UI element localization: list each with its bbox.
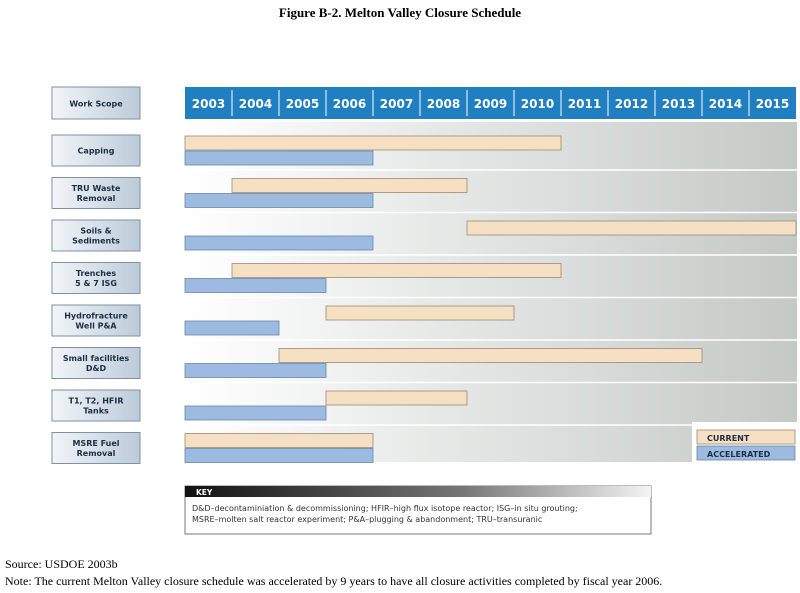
work-scope-header-box xyxy=(51,86,141,120)
year-label: 2007 xyxy=(380,97,413,111)
legend-accelerated-label: ACCELERATED xyxy=(707,450,771,459)
year-label: 2008 xyxy=(427,97,460,111)
current-bar xyxy=(184,135,562,151)
accelerated-bar xyxy=(184,405,327,421)
task-label-box xyxy=(51,262,141,294)
task-label: Sediments xyxy=(72,237,120,246)
task-label: Removal xyxy=(77,449,116,458)
current-bar xyxy=(466,220,797,236)
year-label: 2010 xyxy=(521,97,554,111)
work-scope-header: Work Scope xyxy=(69,100,123,109)
current-bar xyxy=(231,263,562,278)
current-bar xyxy=(184,433,374,448)
legend-current-swatch xyxy=(696,429,796,445)
key-title: KEY xyxy=(196,488,213,497)
task-label-box xyxy=(51,177,141,209)
year-label: 2003 xyxy=(192,97,225,111)
accelerated-bar xyxy=(184,448,374,463)
legend-current-label: CURRENT xyxy=(707,434,750,443)
task-label: Hydrofracture xyxy=(64,312,128,321)
schedule-chart: Work Scope 2003 2004 2005 2006 2007 2008 2009 20… xyxy=(51,86,797,535)
current-bar xyxy=(278,348,703,363)
task-label-box xyxy=(51,347,141,379)
year-label: 2006 xyxy=(333,97,366,111)
accelerated-bar xyxy=(184,150,374,166)
accelerated-bar xyxy=(184,363,327,378)
task-label-box xyxy=(51,134,141,167)
task-label: Tanks xyxy=(83,407,109,416)
key-line-2: MSRE–molten salt reactor experiment; P&A… xyxy=(192,515,542,524)
key-line-1: D&D–decontaminiation & decommissioning; … xyxy=(192,504,578,513)
task-label: Soils & xyxy=(80,227,111,236)
current-bar xyxy=(325,390,468,406)
task-label: 5 & 7 ISG xyxy=(75,279,117,288)
task-label: Capping xyxy=(78,147,115,156)
accelerated-bar xyxy=(184,235,374,251)
year-label: 2004 xyxy=(239,97,272,111)
task-label: TRU Waste xyxy=(72,184,121,193)
task-label-box xyxy=(51,389,141,422)
year-label: 2005 xyxy=(286,97,319,111)
task-label-box xyxy=(51,304,141,337)
task-label: Trenches xyxy=(76,269,117,278)
year-label: 2012 xyxy=(615,97,648,111)
task-label: MSRE Fuel xyxy=(72,439,119,448)
task-label: Well P&A xyxy=(75,322,117,331)
year-label: 2011 xyxy=(568,97,601,111)
year-label: 2015 xyxy=(756,97,789,111)
figure-title: Figure B-2. Melton Valley Closure Schedu… xyxy=(278,5,522,20)
year-label: 2013 xyxy=(662,97,695,111)
source-note: Source: USDOE 2003b xyxy=(5,557,118,571)
accelerated-bar xyxy=(184,193,374,208)
accelerated-bar xyxy=(184,320,280,336)
current-bar xyxy=(325,305,515,321)
accelerated-bar xyxy=(184,278,327,293)
task-label: D&D xyxy=(86,364,107,373)
task-label: Small facilities xyxy=(63,354,130,363)
year-label: 2014 xyxy=(709,97,742,111)
legend-accelerated-swatch xyxy=(696,445,796,461)
current-bar xyxy=(231,178,468,193)
year-label: 2009 xyxy=(474,97,507,111)
closure-note: Note: The current Melton Valley closure … xyxy=(5,574,663,588)
task-label: T1, T2, HFIR xyxy=(69,397,124,406)
task-label: Removal xyxy=(77,194,116,203)
task-label-box xyxy=(51,432,141,464)
key-title-bar xyxy=(185,486,651,497)
task-label-box xyxy=(51,219,141,252)
year-header-band xyxy=(185,87,796,119)
